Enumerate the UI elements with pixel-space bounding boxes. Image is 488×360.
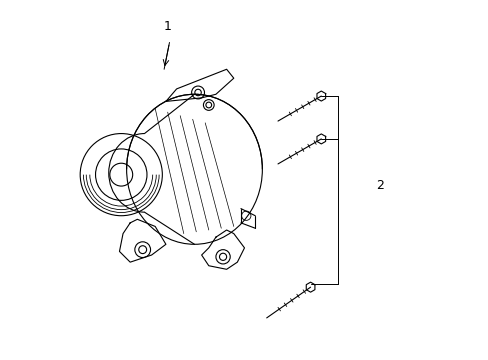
Text: 2: 2 — [376, 179, 384, 192]
Text: 1: 1 — [163, 20, 171, 33]
